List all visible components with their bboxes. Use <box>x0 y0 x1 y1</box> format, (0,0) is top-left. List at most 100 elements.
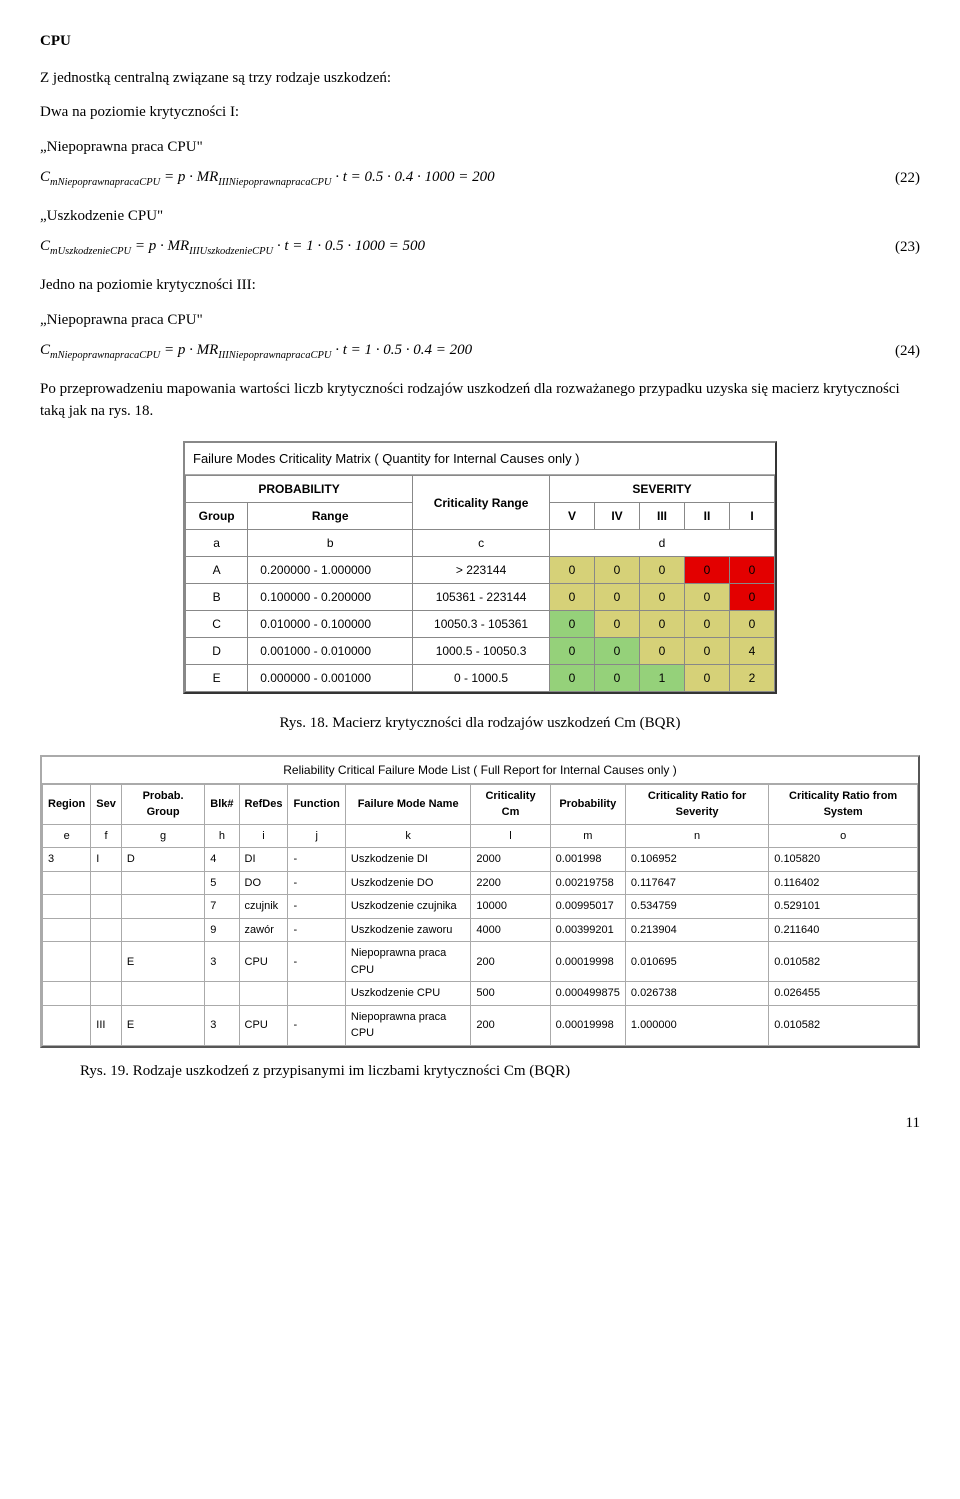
list-cell: 0.00399201 <box>550 918 625 942</box>
list-cell: 9 <box>205 918 239 942</box>
col-probability: PROBABILITY <box>186 476 413 503</box>
eq23-tail: · t = 1 · 0.5 · 1000 = 500 <box>273 238 425 254</box>
matrix-title: Failure Modes Criticality Matrix ( Quant… <box>185 443 775 476</box>
list-cell: 500 <box>471 982 550 1006</box>
list-cell: - <box>288 848 345 872</box>
list-cell: 0.026455 <box>769 982 918 1006</box>
matrix-cell: 0 <box>640 638 685 665</box>
list-cell: 3 <box>43 848 91 872</box>
matrix-range: 0.200000 - 1.000000 <box>248 557 413 584</box>
matrix-cell: 1 <box>640 665 685 692</box>
matrix-cell: 0 <box>595 665 640 692</box>
eq22-rhs: = p · MR <box>160 169 218 185</box>
eq24-sub: mNiepoprawnapracaCPU <box>50 350 160 361</box>
list-col: Probab. Group <box>121 784 204 824</box>
list-cell <box>91 895 122 919</box>
eq23-sub2: IIIUszkodzenieCPU <box>189 246 273 257</box>
matrix-cell: 4 <box>730 638 775 665</box>
list-cell: Uszkodzenie zaworu <box>345 918 470 942</box>
eq22-tail: · t = 0.5 · 0.4 · 1000 = 200 <box>331 169 494 185</box>
list-col: Probability <box>550 784 625 824</box>
crit-I-text: Dwa na poziomie krytyczności I: <box>40 101 920 124</box>
sub-d: d <box>550 530 775 557</box>
list-cell <box>43 918 91 942</box>
list-cell: 2200 <box>471 871 550 895</box>
matrix-cell: 0 <box>550 557 595 584</box>
matrix-cell: 0 <box>550 638 595 665</box>
list-cell <box>91 871 122 895</box>
crit-III-text: Jedno na poziomie krytyczności III: <box>40 274 920 297</box>
list-table: RegionSevProbab. GroupBlk#RefDesFunction… <box>42 784 918 1046</box>
list-cell: 0.116402 <box>769 871 918 895</box>
list-cell: 0.00019998 <box>550 1005 625 1045</box>
list-cell: III <box>91 1005 122 1045</box>
list-cell: Uszkodzenie DI <box>345 848 470 872</box>
list-cell: 3 <box>205 1005 239 1045</box>
list-cell: 0.213904 <box>625 918 768 942</box>
list-cell: Niepoprawna praca CPU <box>345 942 470 982</box>
list-col: Failure Mode Name <box>345 784 470 824</box>
list-cell: 0.106952 <box>625 848 768 872</box>
list-cell <box>43 942 91 982</box>
criticality-matrix: Failure Modes Criticality Matrix ( Quant… <box>183 441 777 695</box>
list-subcol: i <box>239 824 288 848</box>
list-cell <box>91 918 122 942</box>
matrix-group: B <box>186 584 248 611</box>
list-cell: - <box>288 895 345 919</box>
col-group: Group <box>186 503 248 530</box>
sub-a: a <box>186 530 248 557</box>
list-cell <box>43 1005 91 1045</box>
list-subcol: f <box>91 824 122 848</box>
list-cell: 0.000499875 <box>550 982 625 1006</box>
list-cell <box>205 982 239 1006</box>
matrix-critrange: 105361 - 223144 <box>413 584 550 611</box>
list-cell <box>43 871 91 895</box>
sub-b: b <box>248 530 413 557</box>
list-subcol: j <box>288 824 345 848</box>
sev-IV: IV <box>595 503 640 530</box>
list-cell: 4000 <box>471 918 550 942</box>
matrix-cell: 0 <box>730 557 775 584</box>
eq24-tail: · t = 1 · 0.5 · 0.4 = 200 <box>331 342 472 358</box>
section-heading: CPU <box>40 30 920 53</box>
failure1-label: „Niepoprawna praca CPU" <box>40 136 920 159</box>
list-cell: 3 <box>205 942 239 982</box>
list-col: Criticality Ratio for Severity <box>625 784 768 824</box>
eq24-rhs: = p · MR <box>160 342 218 358</box>
list-cell: - <box>288 918 345 942</box>
list-cell <box>121 982 204 1006</box>
list-cell: czujnik <box>239 895 288 919</box>
list-col: Function <box>288 784 345 824</box>
matrix-cell: 0 <box>550 584 595 611</box>
list-cell: Uszkodzenie czujnika <box>345 895 470 919</box>
sev-V: V <box>550 503 595 530</box>
matrix-group: D <box>186 638 248 665</box>
sev-II: II <box>685 503 730 530</box>
list-subcol: e <box>43 824 91 848</box>
list-cell: 2000 <box>471 848 550 872</box>
list-subcol: o <box>769 824 918 848</box>
col-range: Range <box>248 503 413 530</box>
matrix-group: C <box>186 611 248 638</box>
eq22-number: (22) <box>875 167 920 190</box>
list-cell: 0.105820 <box>769 848 918 872</box>
col-severity: SEVERITY <box>550 476 775 503</box>
matrix-cell: 0 <box>685 557 730 584</box>
list-cell: CPU <box>239 1005 288 1045</box>
list-cell: 0.010582 <box>769 942 918 982</box>
list-cell <box>288 982 345 1006</box>
matrix-critrange: 1000.5 - 10050.3 <box>413 638 550 665</box>
sub-c: c <box>413 530 550 557</box>
matrix-cell: 0 <box>685 638 730 665</box>
list-col: RefDes <box>239 784 288 824</box>
matrix-cell: 0 <box>640 611 685 638</box>
matrix-cell: 0 <box>685 584 730 611</box>
fig19-caption: Rys. 19. Rodzaje uszkodzeń z przypisanym… <box>80 1060 920 1083</box>
eq24-sub2: IIINiepoprawnapracaCPU <box>218 350 331 361</box>
eq23-number: (23) <box>875 236 920 259</box>
matrix-range: 0.000000 - 0.001000 <box>248 665 413 692</box>
matrix-cell: 0 <box>595 611 640 638</box>
matrix-cell: 0 <box>595 584 640 611</box>
eq24-lhs: C <box>40 342 50 358</box>
list-cell <box>91 942 122 982</box>
